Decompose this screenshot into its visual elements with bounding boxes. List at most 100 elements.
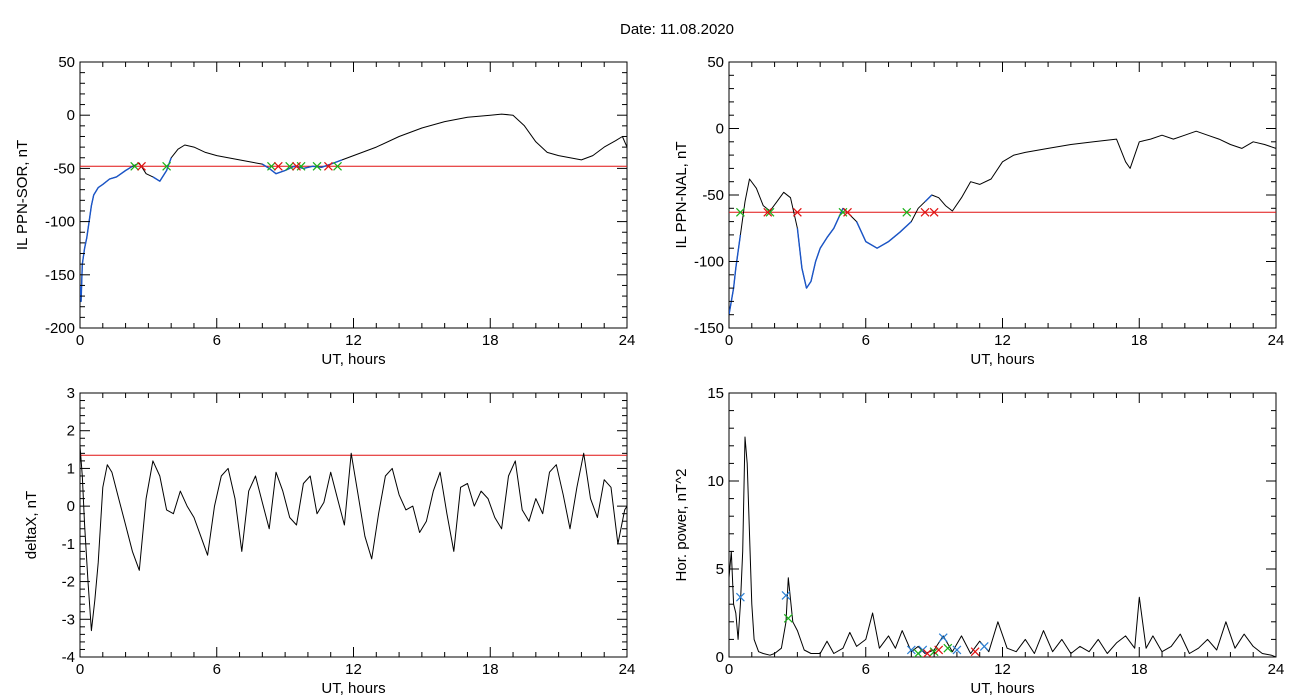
start-marker: [735, 207, 745, 217]
start-marker: [312, 161, 322, 171]
x-axis-label: UT, hours: [970, 351, 1034, 368]
x-tick-label: 24: [1268, 661, 1285, 678]
panel-il-nal: UT, hours IL PPN-NAL, nT 0 6 12 18 24 -150 -10…: [673, 54, 1284, 368]
y-tick-label: -50: [53, 160, 75, 177]
y-tick-label: 3: [67, 385, 75, 402]
highlight-segment: [855, 221, 912, 249]
end-marker: [292, 161, 301, 171]
y-tick-label: 10: [707, 473, 724, 490]
y-tick-label: -100: [45, 214, 75, 231]
y-axis-label: deltaX, nT: [23, 491, 40, 559]
power-marker: [952, 645, 962, 655]
plot-frame: [728, 392, 1277, 658]
x-tick-label: 6: [862, 332, 870, 349]
y-tick-label: -50: [702, 187, 724, 204]
end-marker: [929, 207, 939, 217]
x-tick-label: 6: [213, 661, 221, 678]
x-axis-label: UT, hours: [970, 680, 1034, 697]
x-tick-label: 18: [482, 661, 499, 678]
start-marker: [902, 207, 912, 217]
end-marker: [792, 207, 802, 217]
y-tick-label: -2: [62, 574, 75, 591]
y-axis-label: IL PPN-NAL, nT: [673, 142, 690, 249]
start-marker: [333, 161, 342, 171]
plot-frame: [728, 61, 1277, 329]
start-marker: [130, 161, 140, 171]
y-tick-label: 0: [716, 649, 724, 666]
x-tick-label: 12: [345, 661, 362, 678]
y-tick-label: -150: [694, 320, 724, 337]
end-marker: [970, 647, 980, 657]
y-tick-label: 0: [716, 121, 724, 138]
power-marker: [735, 592, 745, 602]
plot-frame: [79, 61, 628, 329]
end-marker: [324, 161, 333, 171]
y-tick-label: -100: [694, 254, 724, 271]
start-marker: [267, 161, 276, 171]
y-tick-label: 0: [67, 107, 75, 124]
panel-deltax: UT, hours deltaX, nT 0 6 12 18 24-4-3-2-1012…: [23, 385, 635, 697]
end-marker: [137, 161, 146, 171]
plot-area: [80, 445, 627, 632]
x-tick-label: 0: [76, 332, 84, 349]
x-tick-label: 6: [213, 332, 221, 349]
panel-hor-power: UT, hours Hor. power, nT^2 0 6 12 18 24 0 5 10 1…: [673, 385, 1284, 697]
y-tick-label: 50: [58, 54, 75, 71]
start-marker: [943, 643, 953, 653]
start-marker: [162, 161, 172, 171]
y-tick-label: 15: [707, 385, 724, 402]
series-line: [80, 445, 627, 632]
power-marker: [906, 645, 916, 655]
x-tick-label: 24: [1268, 332, 1285, 349]
series-line: [80, 113, 627, 302]
highlight-segment: [796, 208, 844, 289]
power-marker: [979, 642, 989, 651]
y-tick-label: 0: [67, 498, 75, 515]
x-tick-label: 18: [482, 332, 499, 349]
end-marker: [763, 207, 773, 217]
plot-frame: [79, 392, 628, 658]
x-tick-label: 24: [619, 661, 636, 678]
highlight-segment: [924, 194, 933, 203]
y-axis-label: IL PPN-SOR, nT: [14, 140, 31, 250]
y-tick-label: 5: [716, 561, 724, 578]
power-marker: [918, 645, 928, 655]
power-marker: [938, 633, 948, 643]
start-marker: [285, 161, 295, 171]
plot-area: [729, 436, 1276, 657]
y-tick-label: -200: [45, 320, 75, 337]
x-tick-label: 18: [1131, 332, 1148, 349]
highlight-segment: [152, 157, 172, 182]
plot-area: [729, 130, 1276, 315]
start-marker: [783, 613, 793, 623]
y-axis-label: Hor. power, nT^2: [673, 469, 690, 582]
x-tick-label: 0: [725, 661, 733, 678]
end-marker: [843, 207, 852, 217]
start-marker: [765, 207, 775, 217]
x-tick-label: 12: [994, 661, 1011, 678]
x-tick-label: 0: [725, 332, 733, 349]
y-tick-label: 50: [707, 54, 724, 71]
panel-il-sor: UT, hours IL PPN-SOR, nT 0 6 12 18 24 -200 -15…: [14, 54, 635, 368]
end-marker: [920, 207, 930, 217]
x-tick-label: 0: [76, 661, 84, 678]
y-tick-label: 1: [67, 460, 75, 477]
series-line: [729, 130, 1276, 315]
x-tick-label: 12: [345, 332, 362, 349]
y-tick-label: -150: [45, 267, 75, 284]
end-marker: [273, 161, 283, 171]
x-tick-label: 12: [994, 332, 1011, 349]
x-axis-label: UT, hours: [321, 680, 385, 697]
x-tick-label: 24: [619, 332, 636, 349]
start-marker: [913, 649, 923, 657]
highlight-segment: [261, 159, 343, 175]
end-marker: [922, 649, 932, 657]
y-tick-label: -4: [62, 649, 75, 666]
plot-area: [80, 113, 627, 303]
y-tick-label: -3: [62, 611, 75, 628]
end-marker: [934, 645, 944, 655]
figure-title: Date: 11.08.2020: [620, 21, 734, 38]
x-axis-label: UT, hours: [321, 351, 385, 368]
power-marker: [781, 590, 791, 600]
